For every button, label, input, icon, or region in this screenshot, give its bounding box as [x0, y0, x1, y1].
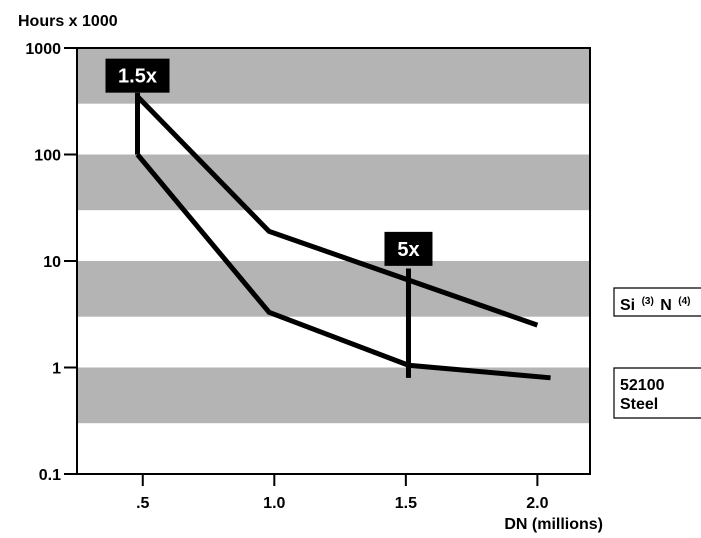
series-line	[135, 94, 539, 328]
legend: Si (3) N (4) 52100 Steel	[613, 287, 701, 419]
series-line	[135, 152, 551, 381]
y-tick-label: 100	[34, 148, 61, 165]
legend-n-text: N	[660, 297, 672, 314]
legend-item-steel: 52100 Steel	[613, 367, 701, 419]
legend-n-sub: (4)	[678, 296, 690, 307]
annotation-label: 1.5x	[118, 66, 157, 88]
background-band	[77, 154, 590, 211]
background-band	[77, 367, 590, 424]
axis-ticks: 1000 100 10 1 0.1 .5 1.0 1.5 2.0	[25, 41, 548, 512]
legend-si-sub: (3)	[642, 296, 654, 307]
annotation-box	[384, 231, 433, 266]
y-axis-title: Hours x 1000	[18, 13, 118, 30]
background-bands	[77, 48, 590, 424]
annotation-label: 5x	[397, 239, 419, 261]
legend-steel-line2: Steel	[620, 396, 658, 413]
series-lines	[135, 92, 551, 381]
x-axis-title: DN (millions)	[504, 516, 603, 533]
x-tick-label: .5	[136, 495, 149, 512]
legend-item-silicon-nitride: Si (3) N (4)	[613, 287, 701, 317]
y-tick-label: 1	[52, 361, 61, 378]
legend-si-text: Si	[620, 297, 635, 314]
background-band	[77, 261, 590, 317]
y-tick-label: 1000	[25, 41, 61, 58]
svg-text:Si (3) N: Si (3) N (4)	[620, 291, 691, 314]
legend-steel-line1: 52100	[620, 377, 665, 394]
x-tick-label: 1.0	[263, 495, 285, 512]
x-tick-label: 2.0	[526, 495, 548, 512]
annotations: 1.5x 5x	[105, 58, 433, 266]
annotation-box	[105, 58, 170, 93]
x-tick-label: 1.5	[395, 495, 417, 512]
y-tick-label: 10	[43, 254, 61, 271]
y-tick-label: 0.1	[39, 467, 61, 484]
